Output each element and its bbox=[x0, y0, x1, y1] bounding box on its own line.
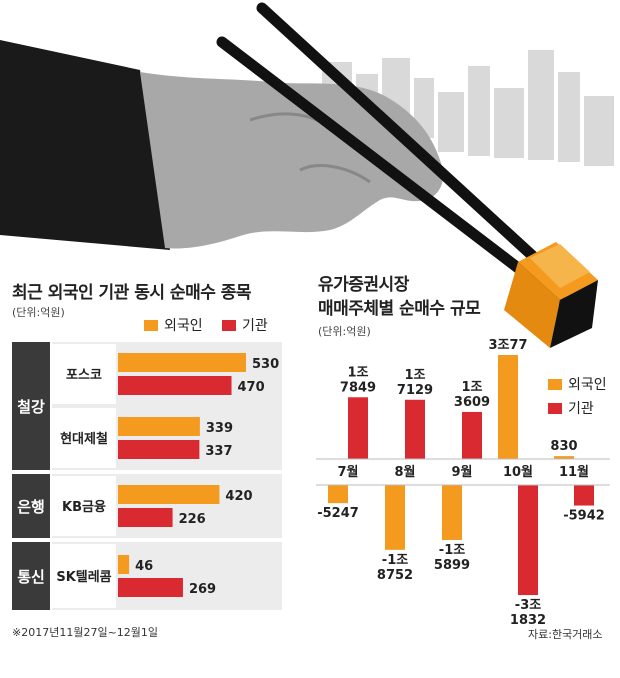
bar-foreign bbox=[118, 353, 246, 372]
left-legend-foreign: 외국인 bbox=[144, 315, 203, 335]
hand-icon bbox=[140, 72, 444, 249]
bar-institution bbox=[118, 440, 200, 459]
legend-swatch-orange bbox=[548, 378, 562, 390]
item-label: SK텔레콤 bbox=[56, 570, 111, 585]
item-label: KB금융 bbox=[62, 499, 106, 515]
bar-foreign bbox=[442, 485, 462, 540]
value-label-institution: 226 bbox=[179, 512, 206, 527]
x-tick-label: 7월 bbox=[337, 464, 358, 480]
bar-institution bbox=[462, 411, 482, 459]
left-chart-title: 최근 외국인 기관 동시 순매수 종목 bbox=[12, 283, 252, 303]
bar-institution bbox=[574, 485, 594, 506]
x-tick-label: 8월 bbox=[394, 464, 415, 480]
value-label-institution: 269 bbox=[189, 582, 216, 597]
item-label: 포스코 bbox=[66, 368, 102, 383]
footnote: ※2017년11월27일~12월1일 bbox=[12, 626, 159, 639]
value-label: 1832 bbox=[510, 613, 546, 628]
item-label-box bbox=[52, 344, 116, 404]
value-label: 3609 bbox=[454, 395, 490, 410]
value-label: 830 bbox=[550, 439, 577, 454]
bar-institution bbox=[118, 508, 173, 527]
bar-foreign bbox=[498, 355, 518, 459]
bar-institution bbox=[118, 376, 232, 395]
sector-label-box bbox=[12, 342, 50, 470]
sector-label: 철강 bbox=[17, 398, 45, 416]
value-label: -3조 bbox=[515, 598, 541, 613]
item-label-box bbox=[52, 408, 116, 468]
value-label: -1조 bbox=[439, 543, 465, 558]
value-label: 7849 bbox=[340, 380, 376, 395]
bar-institution bbox=[348, 397, 368, 459]
bar-institution bbox=[518, 485, 538, 596]
item-label-box bbox=[52, 476, 116, 536]
sleeve-icon bbox=[0, 40, 170, 250]
value-label-institution: 470 bbox=[238, 380, 265, 395]
right-chart-title-line2: 매매주체별 순매수 규모 bbox=[318, 299, 481, 319]
value-label: -5942 bbox=[563, 509, 605, 524]
right-legend-institution: 기관 bbox=[548, 398, 594, 418]
bar-institution bbox=[405, 399, 425, 459]
value-label: 1조 bbox=[461, 380, 482, 395]
sector-label-box bbox=[12, 542, 50, 610]
value-label-institution: 337 bbox=[205, 444, 232, 459]
x-tick-label: 11월 bbox=[559, 464, 589, 480]
value-label: 1조 bbox=[404, 368, 425, 383]
x-tick-label: 9월 bbox=[451, 464, 472, 480]
bar-foreign bbox=[118, 417, 200, 436]
left-legend-institution: 기관 bbox=[222, 315, 268, 335]
sector-label: 은행 bbox=[17, 498, 45, 516]
bar-foreign bbox=[118, 485, 220, 504]
bar-foreign bbox=[118, 555, 130, 574]
value-label: -5247 bbox=[317, 506, 359, 521]
value-label: 5899 bbox=[434, 558, 470, 573]
source-note: 자료:한국거래소 bbox=[528, 628, 603, 641]
item-label: 현대제철 bbox=[60, 431, 108, 447]
bar-foreign bbox=[554, 456, 574, 459]
value-label: 3조77 bbox=[488, 338, 527, 353]
value-label: 1조 bbox=[347, 365, 368, 380]
sushi-icon bbox=[504, 242, 598, 348]
value-label-foreign: 530 bbox=[252, 357, 279, 372]
legend-swatch-red bbox=[548, 402, 562, 414]
sector-label-box bbox=[12, 474, 50, 538]
value-label: 8752 bbox=[377, 568, 413, 583]
bar-institution bbox=[118, 578, 183, 597]
bar-foreign bbox=[385, 485, 405, 550]
x-tick-label: 10월 bbox=[503, 464, 533, 480]
value-label: 7129 bbox=[397, 383, 433, 398]
value-label: -1조 bbox=[382, 553, 408, 568]
chopstick-icon bbox=[216, 36, 566, 306]
sector-label: 통신 bbox=[17, 568, 45, 586]
left-chart-unit: (단위:억원) bbox=[12, 306, 65, 319]
value-label-foreign: 420 bbox=[225, 489, 252, 504]
right-chart-title-line1: 유가증권시장 bbox=[318, 275, 409, 295]
value-label-foreign: 46 bbox=[135, 559, 153, 574]
chopstick-icon bbox=[256, 2, 554, 276]
value-label-foreign: 339 bbox=[206, 421, 233, 436]
right-chart-unit: (단위:억원) bbox=[318, 325, 371, 338]
right-legend-foreign: 외국인 bbox=[548, 374, 607, 394]
item-label-box bbox=[52, 544, 116, 608]
legend-swatch-red bbox=[222, 319, 236, 331]
bar-foreign bbox=[328, 485, 348, 504]
legend-swatch-orange bbox=[144, 319, 158, 331]
